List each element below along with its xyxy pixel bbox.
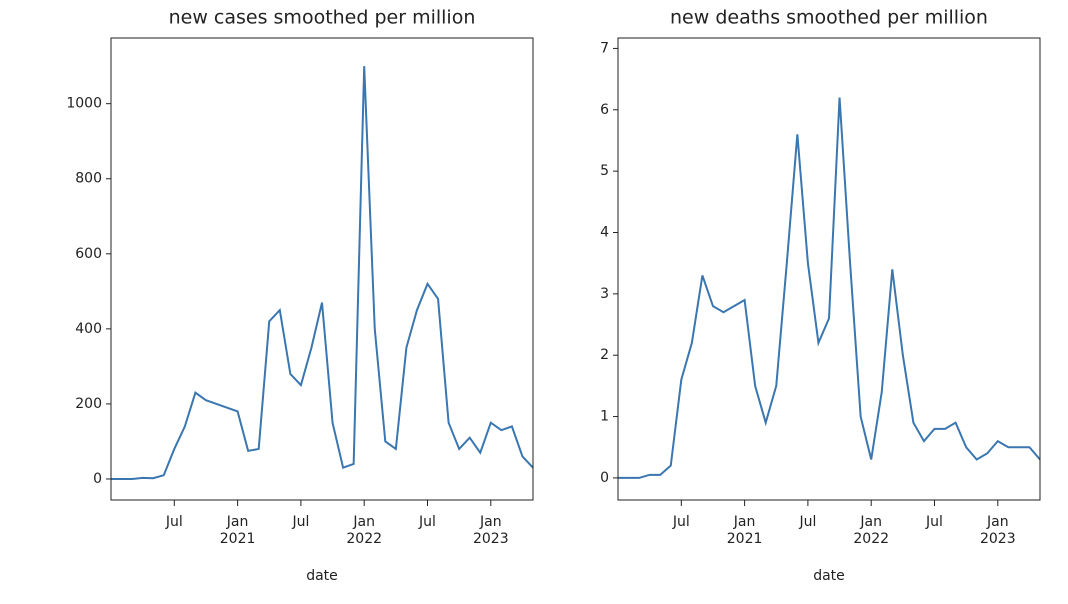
x-axis-label: date — [306, 568, 338, 584]
x-tick-label: Jan 2021 — [220, 514, 256, 547]
axes-frame — [617, 37, 1041, 501]
x-tick-label: Jul — [418, 514, 436, 530]
x-tick-label: Jan 2022 — [346, 514, 382, 547]
data-line — [111, 66, 534, 480]
y-tick-label: 800 — [75, 171, 102, 187]
y-tick-label: 2 — [600, 347, 609, 363]
x-axis-label: date — [813, 568, 845, 584]
x-tick-label: Jan 2021 — [727, 514, 763, 547]
x-tick-label: Jul — [165, 514, 183, 530]
y-tick-label: 0 — [93, 471, 102, 487]
y-tick-label: 600 — [75, 246, 102, 262]
x-tick-label: Jan 2023 — [980, 514, 1016, 547]
y-tick-label: 7 — [600, 40, 609, 56]
x-tick-label: Jul — [291, 514, 309, 530]
x-tick-label: Jul — [672, 514, 690, 530]
y-tick-label: 1000 — [66, 96, 102, 112]
chart-title: new deaths smoothed per million — [670, 7, 988, 29]
y-tick-label: 3 — [600, 286, 609, 302]
x-tick-label: Jan 2022 — [853, 514, 889, 547]
axes-frame — [110, 37, 534, 501]
y-tick-label: 1 — [600, 409, 609, 425]
y-tick-label: 6 — [600, 102, 609, 118]
x-tick-label: Jul — [925, 514, 943, 530]
y-tick-label: 5 — [600, 163, 609, 179]
y-tick-label: 400 — [75, 321, 102, 337]
y-tick-label: 4 — [600, 224, 609, 240]
x-tick-label: Jan 2023 — [473, 514, 509, 547]
y-tick-label: 0 — [600, 470, 609, 486]
data-line — [618, 97, 1041, 479]
x-tick-label: Jul — [798, 514, 816, 530]
chart-title: new cases smoothed per million — [169, 7, 476, 29]
y-tick-label: 200 — [75, 396, 102, 412]
